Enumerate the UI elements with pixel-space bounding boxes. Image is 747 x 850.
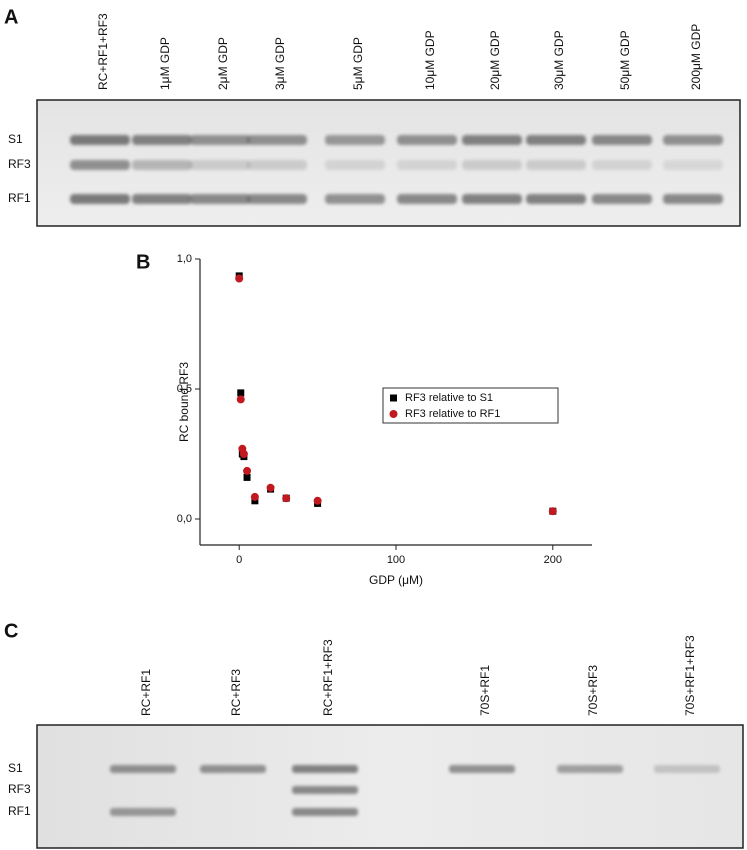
lane-label: 200μM GDP [689,24,703,90]
point [313,496,322,505]
lane-label: 3μM GDP [273,37,287,90]
gel-band [200,765,266,773]
gel-band [110,765,176,773]
gel-band [557,765,623,773]
point [239,450,248,458]
row-label: RF3 [8,157,31,171]
legend-marker [390,394,397,402]
point [282,494,291,503]
gel-band [325,160,385,170]
gel-band [247,160,307,170]
x-axis-label: GDP (μM) [369,573,423,587]
lane-label: 50μM GDP [618,30,632,90]
gel-band [132,135,192,145]
lane-label: RC+RF3 [229,669,243,716]
gel-band [397,160,457,170]
panel-label: A [4,6,18,28]
y-axis-label: RC bound RF3 [177,362,191,442]
point [548,507,557,516]
lane-label: 70S+RF3 [586,665,600,716]
point [235,274,244,283]
gel-band [592,194,652,204]
row-label: S1 [8,132,23,146]
legend-marker [389,410,398,418]
gel-band [592,135,652,145]
x-tick-label: 200 [544,554,562,566]
lane-label: 2μM GDP [216,37,230,90]
gel-band [462,160,522,170]
row-label: RF1 [8,804,31,818]
gel-band [526,160,586,170]
point [266,483,275,492]
gel-c [36,724,744,849]
gel-band [132,160,192,170]
lane-label: 5μM GDP [351,37,365,90]
point [237,389,245,397]
point [250,492,259,501]
gel-band [292,765,358,773]
gel-band [397,135,457,145]
point [243,466,252,475]
lane-label: 20μM GDP [488,30,502,90]
x-tick-label: 0 [236,554,242,566]
gel-band [70,194,130,204]
lane-label: 10μM GDP [423,30,437,90]
panel-label: B [136,251,150,273]
row-label: RF1 [8,191,31,205]
legend-label: RF3 relative to RF1 [405,408,500,420]
y-tick-label: 1,0 [177,253,192,265]
gel-band [526,194,586,204]
legend-box [382,387,559,424]
gel-band [190,135,250,145]
gel-band [663,135,723,145]
point [236,395,245,404]
lane-label: 70S+RF1 [478,665,492,716]
gel-band [247,194,307,204]
gel-band [247,135,307,145]
lane-label: RC+RF1+RF3 [96,13,110,90]
legend-label: RF3 relative to S1 [405,392,493,404]
lane-label: 70S+RF1+RF3 [683,635,697,716]
gel-band [462,135,522,145]
gel-band [325,194,385,204]
gel-band [325,135,385,145]
gel-band [462,194,522,204]
gel-band [397,194,457,204]
gel-band [190,194,250,204]
gel-band [70,160,130,170]
gel-band [449,765,515,773]
x-tick-label: 100 [387,554,405,566]
gel-band [292,808,358,816]
y-tick-label: 0,5 [177,383,192,395]
gel-band [190,160,250,170]
gel-band [110,808,176,816]
row-label: S1 [8,761,23,775]
gel-band [663,160,723,170]
lane-label: RC+RF1+RF3 [321,639,335,716]
gel-band [654,765,720,773]
gel-band [592,160,652,170]
gel-band [526,135,586,145]
gel-band [132,194,192,204]
lane-label: 1μM GDP [158,37,172,90]
gel-band [292,786,358,794]
gel-band [663,194,723,204]
lane-label: RC+RF1 [139,669,153,716]
row-label: RF3 [8,782,31,796]
gel-band [70,135,130,145]
point [243,473,251,481]
y-tick-label: 0,0 [177,513,192,525]
lane-label: 30μM GDP [552,30,566,90]
panel-label: C [4,620,18,642]
